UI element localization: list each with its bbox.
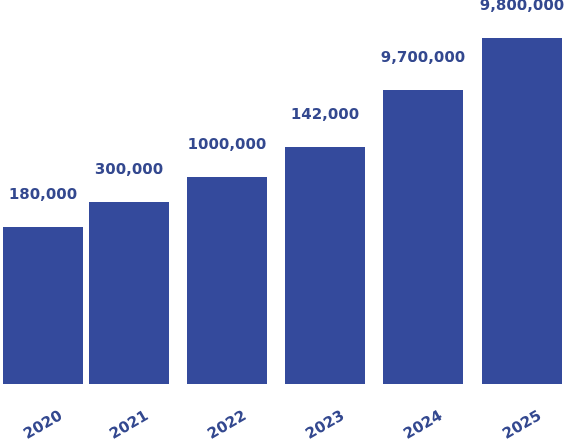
bar-2025: [482, 38, 562, 384]
x-tick-label-2021: 2021: [106, 406, 151, 442]
data-label-2023: 142,000: [291, 105, 359, 123]
bars-group: [3, 38, 562, 384]
bar-2020: [3, 227, 83, 384]
data-label-2025: 9,800,000: [480, 0, 564, 14]
data-label-2021: 300,000: [95, 160, 163, 178]
bar-2023: [285, 147, 365, 384]
x-tick-label-2023: 2023: [302, 406, 347, 442]
data-label-2022: 1000,000: [188, 135, 267, 153]
x-tick-label-2020: 2020: [20, 406, 65, 442]
data-label-2020: 180,000: [9, 185, 77, 203]
bar-2024: [383, 90, 463, 384]
x-tick-label-2025: 2025: [499, 406, 544, 442]
bar-2022: [187, 177, 267, 384]
data-labels-group: 180,000 300,000 1000,000 142,000 9,700,000 9,…: [9, 0, 564, 203]
x-tick-label-2022: 2022: [204, 406, 249, 442]
data-label-2024: 9,700,000: [381, 48, 465, 66]
x-tick-labels-group: 2020 2021 2022 2023 2024 2025: [20, 406, 544, 442]
bar-2021: [89, 202, 169, 384]
x-tick-label-2024: 2024: [400, 406, 445, 442]
